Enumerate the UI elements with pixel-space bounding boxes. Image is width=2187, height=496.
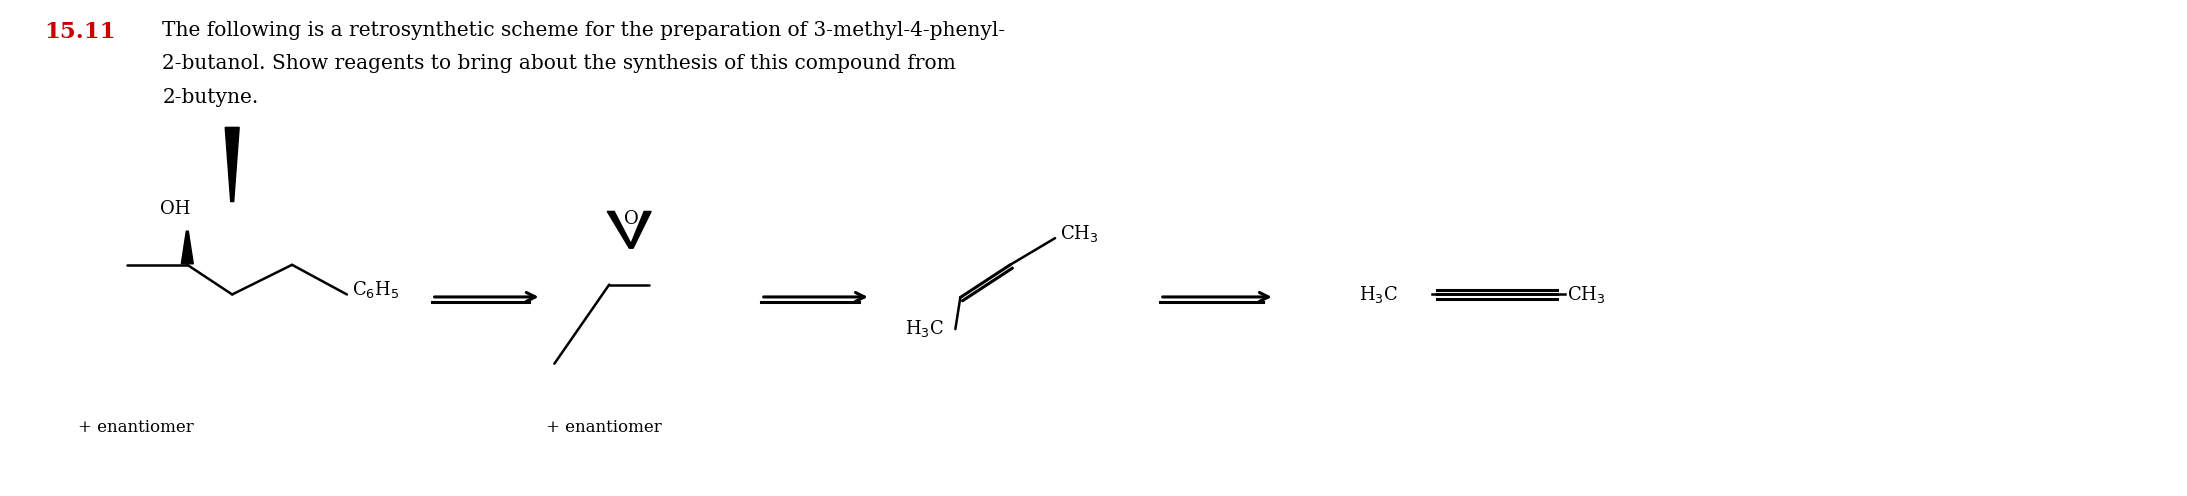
Text: OH: OH bbox=[160, 200, 190, 218]
Polygon shape bbox=[630, 211, 652, 248]
Text: 2-butyne.: 2-butyne. bbox=[162, 88, 258, 107]
Polygon shape bbox=[608, 211, 634, 248]
Polygon shape bbox=[182, 231, 192, 264]
Text: CH$_3$: CH$_3$ bbox=[1566, 284, 1605, 305]
Text: + enantiomer: + enantiomer bbox=[547, 419, 663, 436]
Text: The following is a retrosynthetic scheme for the preparation of 3-methyl-4-pheny: The following is a retrosynthetic scheme… bbox=[162, 20, 1006, 40]
Text: H$_3$C: H$_3$C bbox=[1360, 284, 1397, 305]
Text: CH$_3$: CH$_3$ bbox=[1061, 223, 1098, 244]
Text: H$_3$C: H$_3$C bbox=[905, 318, 945, 339]
Text: C$_6$H$_5$: C$_6$H$_5$ bbox=[352, 279, 400, 300]
Text: O: O bbox=[623, 210, 639, 228]
Polygon shape bbox=[225, 127, 238, 201]
Text: 2-butanol. Show reagents to bring about the synthesis of this compound from: 2-butanol. Show reagents to bring about … bbox=[162, 54, 956, 73]
Text: 15.11: 15.11 bbox=[44, 20, 116, 43]
Text: + enantiomer: + enantiomer bbox=[77, 419, 192, 436]
